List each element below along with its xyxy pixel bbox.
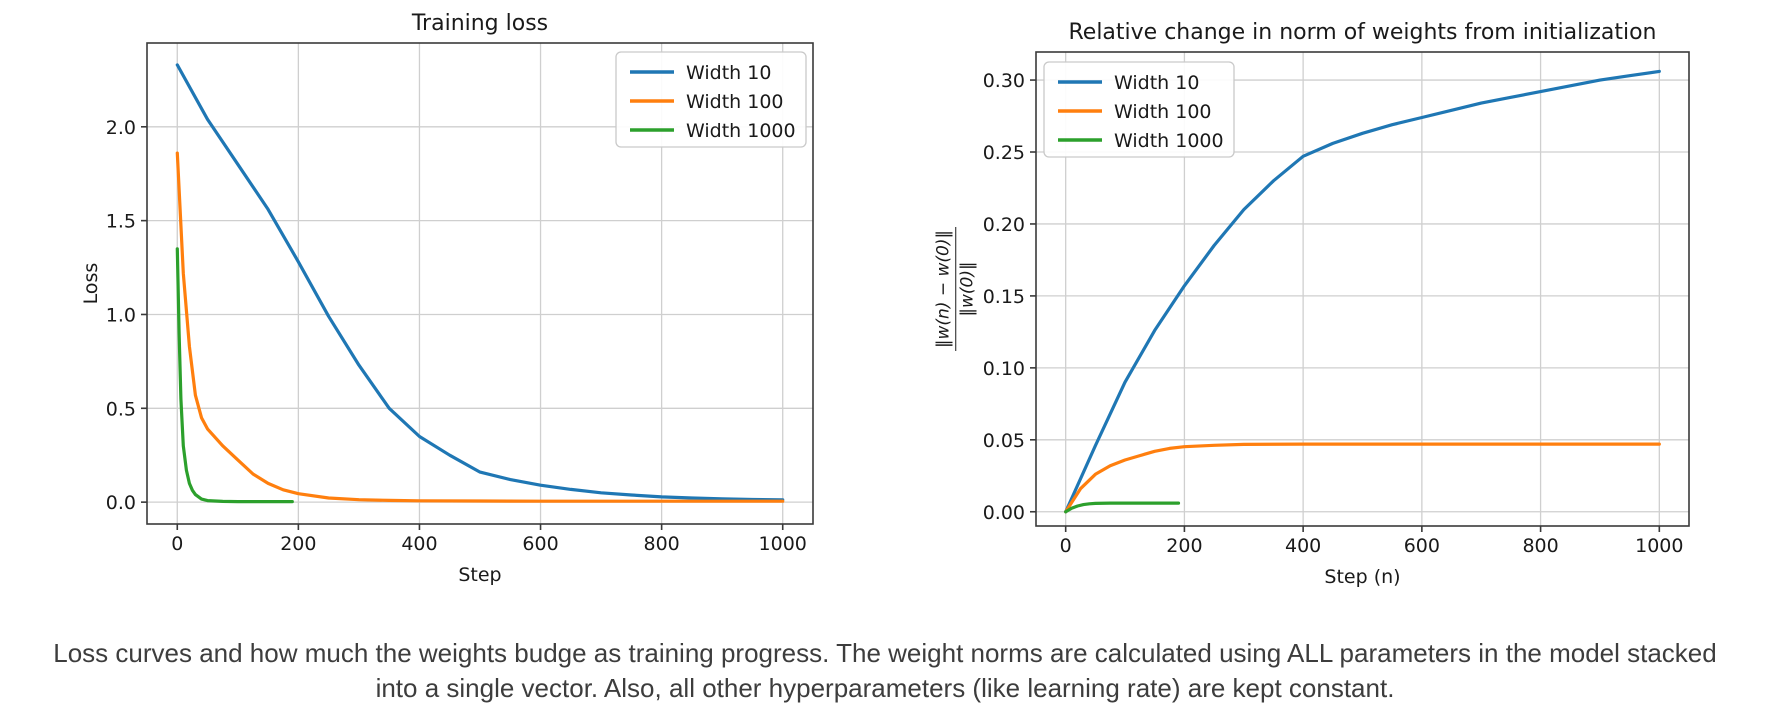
legend-box bbox=[1043, 61, 1235, 158]
figure-caption: Loss curves and how much the weights bud… bbox=[0, 636, 1770, 706]
chart-title: Relative change in norm of weights from … bbox=[1068, 20, 1656, 45]
caption-line-1: Loss curves and how much the weights bud… bbox=[53, 638, 1717, 668]
series-line-width-100 bbox=[1064, 442, 1661, 514]
chart-title: Training loss bbox=[411, 11, 548, 36]
legend-label: Width 10 bbox=[1114, 72, 1199, 94]
x-tick-label: 0 bbox=[171, 533, 183, 555]
fraction-numerator: ‖w(n) − w(0)‖ bbox=[933, 227, 957, 351]
x-tick-label: 800 bbox=[1522, 535, 1558, 557]
legend-label: Width 100 bbox=[1114, 101, 1212, 123]
x-tick-label: 600 bbox=[1404, 535, 1440, 557]
y-axis-label-fraction: ‖w(n) − w(0)‖ ‖w(0)‖ bbox=[933, 227, 979, 351]
legend: Width 10 Width 100 Width 1000 bbox=[1043, 61, 1235, 158]
legend-label: Width 100 bbox=[686, 91, 784, 113]
y-tick-label: 2.0 bbox=[106, 117, 136, 139]
x-tick-label: 400 bbox=[401, 533, 437, 555]
chart-weight-norm-change: 0 200 400 600 800 1000 0.00 0.05 0.10 0.15 0.20 0.2… bbox=[880, 0, 1770, 620]
legend: Width 10 Width 100 Width 1000 bbox=[615, 51, 807, 148]
x-tick-label: 600 bbox=[522, 533, 558, 555]
legend-box bbox=[615, 51, 807, 148]
chart-training-loss: 0 200 400 600 800 1000 0.0 0.5 1.0 1.5 2.0 Training… bbox=[0, 0, 880, 620]
series-line-width-10 bbox=[175, 63, 785, 502]
caption-line-2: into a single vector. Also, all other hy… bbox=[375, 673, 1395, 703]
x-tick-label: 800 bbox=[644, 533, 680, 555]
y-tick-label: 0.15 bbox=[983, 286, 1025, 308]
charts-row: 0 200 400 600 800 1000 0.0 0.5 1.0 1.5 2.0 Training… bbox=[0, 0, 1770, 620]
x-tick-label: 1000 bbox=[759, 533, 807, 555]
y-tick-label: 0.30 bbox=[983, 70, 1025, 92]
y-tick-label: 0.00 bbox=[983, 502, 1025, 524]
legend-label: Width 1000 bbox=[1114, 130, 1224, 152]
plot-border bbox=[1035, 51, 1690, 527]
y-tick-label: 0.20 bbox=[983, 214, 1025, 236]
legend-label: Width 1000 bbox=[686, 120, 796, 142]
x-tick-label: 1000 bbox=[1635, 535, 1683, 557]
x-axis-label: Step bbox=[458, 564, 501, 586]
y-tick-label: 1.0 bbox=[106, 304, 136, 326]
series-line-width-100 bbox=[175, 151, 785, 503]
y-tick-label: 0.0 bbox=[106, 492, 136, 514]
legend-label: Width 10 bbox=[686, 62, 771, 84]
y-axis-label: Loss bbox=[80, 263, 102, 305]
y-tick-label: 0.25 bbox=[983, 142, 1025, 164]
x-tick-label: 200 bbox=[1166, 535, 1202, 557]
fraction-denominator: ‖w(0)‖ bbox=[957, 261, 978, 317]
weight-norm-chart: 0 200 400 600 800 1000 0.00 0.05 0.10 0.15 0.20 0.2… bbox=[983, 20, 1690, 588]
y-tick-label: 0.5 bbox=[106, 398, 136, 420]
plot-border bbox=[146, 42, 814, 525]
x-tick-label: 200 bbox=[280, 533, 316, 555]
x-axis-label: Step (n) bbox=[1324, 566, 1400, 588]
y-tick-label: 0.10 bbox=[983, 358, 1025, 380]
y-tick-label: 1.5 bbox=[106, 211, 136, 233]
series-line-width-1000 bbox=[175, 247, 294, 504]
x-tick-label: 0 bbox=[1060, 535, 1072, 557]
x-tick-label: 400 bbox=[1285, 535, 1321, 557]
series-line-width-10 bbox=[1064, 69, 1661, 514]
y-tick-label: 0.05 bbox=[983, 430, 1025, 452]
training-loss-chart: 0 200 400 600 800 1000 0.0 0.5 1.0 1.5 2.0 Training… bbox=[80, 11, 814, 586]
series-line-width-1000 bbox=[1064, 501, 1181, 514]
